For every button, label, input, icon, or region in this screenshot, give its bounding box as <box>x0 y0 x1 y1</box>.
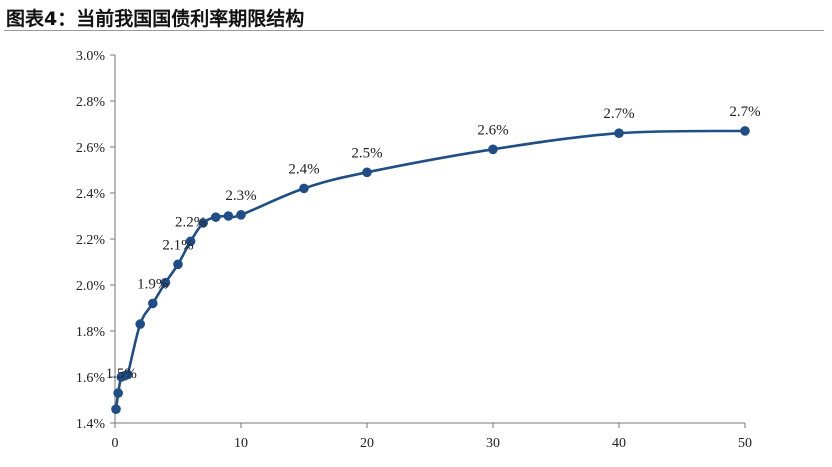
data-label: 2.7% <box>603 106 634 122</box>
data-point <box>185 236 196 247</box>
chart-series <box>111 126 750 415</box>
data-point <box>211 212 221 222</box>
data-label: 2.2% <box>175 214 206 230</box>
series-line <box>114 129 746 410</box>
y-tick-label: 1.6% <box>76 371 106 386</box>
data-point <box>160 277 171 288</box>
chart-axes: 1.4% 1.6% 1.8% 2.0% 2.2% 2.4% 2.6% 2.8% 3.0% 0 10 2… <box>76 49 752 451</box>
data-point <box>362 167 372 178</box>
y-tick-label: 3.0% <box>76 49 106 64</box>
x-tick-label: 50 <box>738 436 752 451</box>
data-point <box>223 211 234 221</box>
data-label: 2.7% <box>729 104 760 120</box>
chart-title: 图表4：当前我国国债利率期限结构 <box>6 8 305 30</box>
data-point <box>113 388 123 398</box>
data-point <box>198 218 208 228</box>
y-tick-label: 1.8% <box>76 325 106 340</box>
x-tick-label: 0 <box>112 436 119 451</box>
chart-data-labels: 1.5% 1.9% 2.1% 2.2% 2.3% 2.4% 2.5% 2.6% 2.7% 2.7% <box>106 104 761 382</box>
x-tick-label: 30 <box>486 436 500 451</box>
y-tick-label: 2.8% <box>76 95 106 110</box>
y-tick-label: 1.4% <box>76 417 106 432</box>
data-point <box>740 126 750 136</box>
data-point <box>148 298 158 309</box>
data-point <box>135 319 145 329</box>
y-tick-label: 2.6% <box>76 141 106 156</box>
data-point <box>614 128 624 138</box>
data-point <box>236 210 246 220</box>
data-label: 2.6% <box>477 122 508 138</box>
data-label: 2.5% <box>351 145 382 161</box>
data-label: 2.1% <box>162 237 193 253</box>
data-label: 1.9% <box>137 276 168 292</box>
data-point <box>488 144 498 155</box>
x-tick-label: 20 <box>360 436 374 451</box>
y-tick-label: 2.2% <box>76 233 106 248</box>
data-point <box>122 369 133 380</box>
data-point <box>111 404 121 415</box>
y-tick-label: 2.0% <box>76 279 106 294</box>
data-label: 2.3% <box>225 188 256 204</box>
data-label: 2.4% <box>288 161 319 177</box>
x-tick-label: 40 <box>612 436 626 451</box>
data-point <box>173 259 183 270</box>
data-label: 1.5% <box>106 366 137 382</box>
data-point <box>299 183 309 194</box>
y-tick-label: 2.4% <box>76 187 106 202</box>
x-tick-label: 10 <box>234 436 248 451</box>
title-divider <box>4 30 824 31</box>
